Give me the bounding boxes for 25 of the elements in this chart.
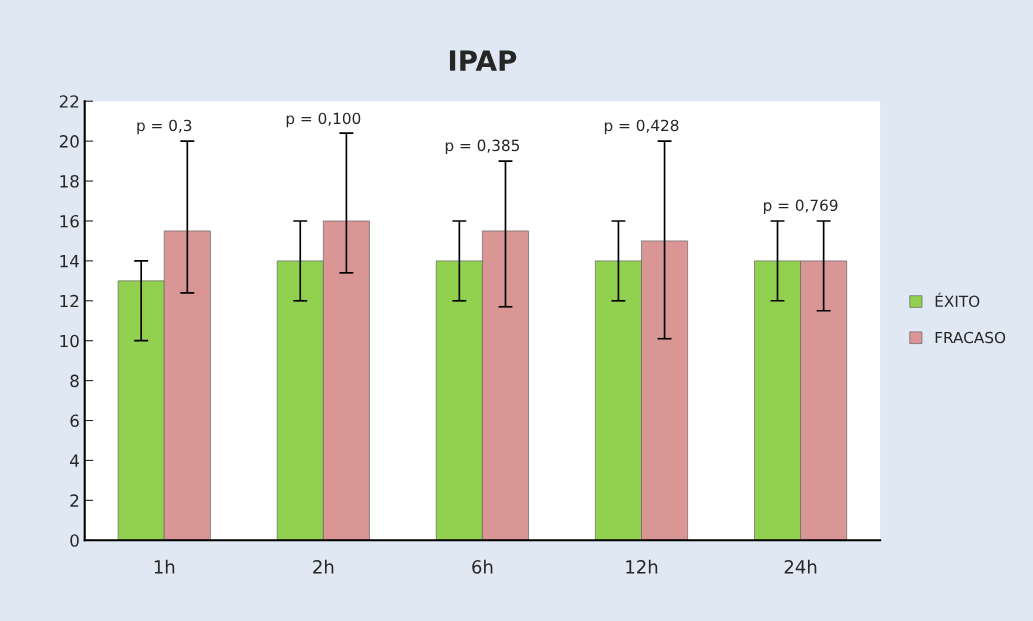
y-tick-label: 20 (59, 135, 79, 148)
y-tick-label: 10 (60, 334, 79, 348)
y-tick-label: 14 (60, 255, 79, 268)
y-tick-label: 18 (60, 175, 79, 188)
y-tick-label: 22 (59, 95, 79, 108)
y-tick-label: 12 (60, 294, 79, 308)
x-tick-label: 24h (784, 559, 817, 574)
annotation: p = 0,428 (604, 119, 679, 135)
y-tick-label: 8 (70, 374, 79, 388)
x-tick-label: 1h (154, 559, 175, 574)
annotation: p = 0,3 (137, 119, 192, 135)
annotation: p = 0,385 (445, 139, 520, 155)
legend-label: FRACASO (935, 331, 1006, 344)
legend-label: ÉXITO (935, 292, 980, 308)
x-tick-label: 2h (313, 559, 334, 574)
y-tick-label: 2 (70, 494, 79, 507)
chart-title: IPAP (449, 50, 517, 71)
annotation: p = 0,100 (286, 112, 361, 128)
x-tick-label: 12h (626, 559, 658, 574)
x-tick-label: 6h (472, 559, 493, 574)
y-tick-label: 0 (70, 534, 79, 547)
y-tick-label: 4 (70, 454, 79, 467)
y-tick-label: 6 (70, 414, 79, 428)
annotation: p = 0,769 (763, 199, 838, 214)
y-tick-label: 16 (60, 214, 79, 228)
